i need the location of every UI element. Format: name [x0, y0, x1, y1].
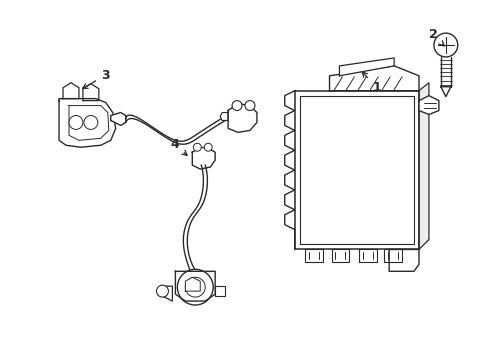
Polygon shape [418, 83, 428, 249]
Polygon shape [440, 87, 450, 96]
Polygon shape [339, 58, 393, 76]
Polygon shape [83, 84, 99, 100]
Polygon shape [59, 99, 116, 147]
Polygon shape [329, 66, 418, 91]
Circle shape [69, 116, 83, 129]
Polygon shape [63, 83, 79, 99]
Polygon shape [175, 271, 215, 301]
Circle shape [177, 269, 213, 305]
Text: 3: 3 [82, 69, 109, 89]
Text: 2: 2 [428, 28, 443, 46]
Circle shape [244, 100, 254, 111]
Polygon shape [384, 249, 401, 262]
Polygon shape [215, 286, 224, 296]
Text: 4: 4 [170, 138, 187, 156]
Polygon shape [388, 249, 418, 271]
Circle shape [433, 33, 457, 57]
Polygon shape [227, 104, 256, 132]
Polygon shape [284, 91, 294, 249]
Polygon shape [359, 249, 376, 262]
Circle shape [232, 100, 242, 111]
Circle shape [185, 277, 205, 297]
Circle shape [193, 143, 201, 151]
Polygon shape [220, 113, 227, 121]
Polygon shape [304, 249, 322, 262]
Circle shape [156, 285, 168, 297]
Polygon shape [299, 96, 413, 244]
Polygon shape [162, 286, 172, 301]
Polygon shape [185, 277, 200, 291]
Polygon shape [418, 96, 438, 114]
Polygon shape [69, 105, 108, 140]
Polygon shape [294, 91, 418, 249]
Text: 1: 1 [362, 72, 380, 94]
Polygon shape [111, 113, 125, 125]
Circle shape [84, 116, 98, 129]
Polygon shape [192, 147, 215, 169]
Polygon shape [331, 249, 349, 262]
Circle shape [204, 143, 212, 151]
